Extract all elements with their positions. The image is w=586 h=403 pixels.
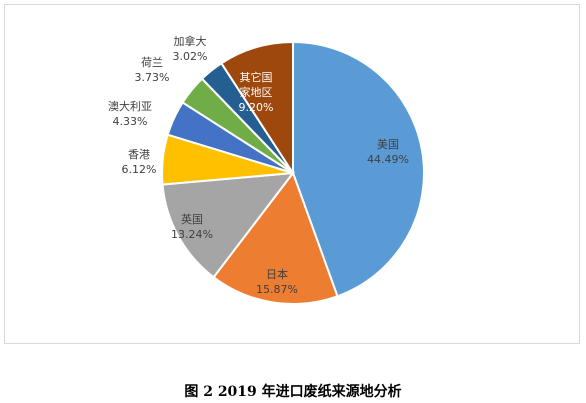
figure-caption: 图 2 2019 年进口废纸来源地分析 bbox=[184, 384, 402, 400]
slice-label-3: 香港 6.12% bbox=[122, 148, 157, 176]
slice-label-4: 澳大利亚 4.33% bbox=[108, 99, 152, 128]
slice-label-6: 加拿大 3.02% bbox=[173, 34, 208, 63]
slice-label-1: 日本 15.87% bbox=[256, 267, 298, 296]
slice-label-2: 英国 13.24% bbox=[171, 212, 213, 241]
slice-label-0: 美国 44.49% bbox=[367, 138, 409, 166]
pie-slice-1 bbox=[212, 170, 339, 305]
pie-slice-7 bbox=[220, 40, 294, 177]
slice-label-5: 荷兰 3.73% bbox=[135, 56, 170, 84]
pie-slice-2 bbox=[161, 171, 296, 279]
pie-labels: 美国 44.49% 日本 15.87% 英国 13.24% 香港 6.12% 澳大利亚 4.33%… bbox=[108, 34, 409, 296]
slice-label-7: 其它国家地区 9.20% bbox=[239, 70, 274, 114]
pie-slice-0 bbox=[292, 40, 426, 298]
pie-slices bbox=[161, 40, 426, 305]
